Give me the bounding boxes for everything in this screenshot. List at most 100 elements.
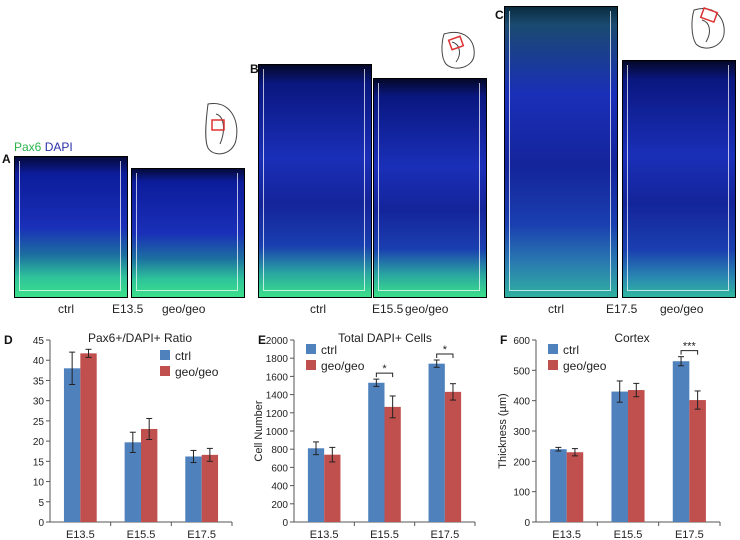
chart-title: Pax6+/DAPI+ Ratio (88, 331, 192, 345)
bar-geo (384, 406, 401, 522)
bar-geo (201, 454, 219, 522)
micrograph-c-geo (622, 60, 736, 298)
y-tick-label: 600 (513, 336, 530, 347)
y-tick-label: 5 (38, 498, 44, 509)
y-tick-label: 35 (33, 376, 45, 387)
chart-e: E Total DAPI+ Cells Cell Number 0 200 400 600 8… (253, 331, 476, 540)
panel-letter-a: A (2, 152, 11, 166)
legend-swatch-geo (306, 360, 316, 370)
bar-ctrl (307, 448, 325, 522)
y-tick-label: 15 (33, 457, 45, 468)
y-tick-label: 0 (282, 518, 288, 529)
y-tick-label: 600 (271, 463, 288, 474)
bar-ctrl (550, 449, 567, 522)
y-tick-label: 200 (513, 457, 530, 468)
caption-c-geo: geo/geo (660, 302, 704, 316)
panel-letter-b: B (250, 62, 259, 76)
legend-swatch-geo (160, 366, 170, 376)
significance-mark: *** (683, 341, 697, 353)
brain-schematic-icon (691, 6, 725, 49)
legend-label-ctrl: ctrl (175, 349, 191, 363)
y-tick-label: 1400 (266, 391, 289, 402)
caption-b-age: E15.5 (372, 302, 404, 316)
y-axis-label: Cell Number (253, 400, 265, 461)
panel-letter-d: D (4, 333, 13, 347)
brain-schematic-icon (205, 103, 238, 155)
y-tick-label: 500 (513, 366, 530, 377)
y-axis-label: Thickness (µm) (497, 393, 509, 468)
panel-letter-f: F (500, 333, 507, 347)
x-tick-label: E15.5 (370, 529, 399, 540)
bar-geo (444, 391, 462, 522)
caption-a-geo: geo/geo (162, 302, 206, 316)
caption-a-ctrl: ctrl (58, 302, 74, 316)
x-tick-label: E13.5 (552, 529, 581, 540)
x-tick-label: E13.5 (310, 529, 339, 540)
brain-schematic-icon (441, 32, 475, 69)
significance-bracket (436, 353, 454, 359)
y-tick-label: 25 (33, 417, 45, 428)
y-tick-label: 400 (271, 482, 288, 493)
micrograph-b-geo (373, 78, 487, 298)
chart-title: Cortex (614, 331, 649, 345)
chart-f: F Cortex Thickness (µm) 0 100 200 300 400 500 600… (497, 331, 721, 540)
legend-swatch-ctrl (306, 344, 316, 354)
legend-swatch-geo (548, 360, 558, 370)
y-tick-label: 1000 (266, 427, 289, 438)
x-tick-label: E13.5 (66, 529, 95, 540)
y-tick-label: 20 (33, 437, 45, 448)
y-tick-label: 100 (513, 488, 530, 499)
stain-label: Pax6 DAPI (14, 140, 73, 154)
legend-label-geo: geo/geo (321, 359, 365, 373)
y-tick-label: 1600 (266, 372, 289, 383)
y-tick-label: 400 (513, 397, 530, 408)
chart-title: Total DAPI+ Cells (338, 331, 432, 345)
bar-ctrl (124, 442, 141, 522)
caption-a-age: E13.5 (112, 302, 144, 316)
bar-ctrl (63, 368, 81, 522)
significance-mark: * (443, 344, 448, 356)
bar-ctrl (672, 361, 690, 522)
x-tick-label: E15.5 (127, 529, 156, 540)
micrograph-a-geo (131, 168, 245, 298)
bar-geo (689, 400, 706, 522)
y-tick-label: 10 (33, 478, 45, 489)
legend-label-geo: geo/geo (563, 359, 607, 373)
panel-letter-e: E (258, 333, 266, 347)
y-tick-label: 45 (33, 336, 45, 347)
x-tick-label: E17.5 (675, 529, 704, 540)
panel-letter-c: C (495, 8, 504, 22)
x-tick-label: E17.5 (430, 529, 459, 540)
y-tick-label: 800 (271, 445, 288, 456)
legend-label-geo: geo/geo (175, 365, 219, 379)
bar-ctrl (428, 363, 445, 522)
y-tick-label: 0 (524, 518, 530, 529)
bar-ctrl (185, 456, 202, 522)
caption-c-age: E17.5 (606, 302, 638, 316)
bar-geo (628, 390, 645, 522)
caption-b-ctrl: ctrl (310, 302, 326, 316)
bar-ctrl (368, 382, 385, 522)
legend-swatch-ctrl (548, 344, 558, 354)
x-tick-label: E15.5 (614, 529, 643, 540)
y-tick-label: 1200 (266, 409, 289, 420)
y-tick-label: 0 (38, 518, 44, 529)
bar-ctrl (611, 391, 628, 522)
y-tick-label: 200 (271, 500, 288, 511)
micrograph-a-ctrl (14, 156, 128, 298)
legend-swatch-ctrl (160, 350, 170, 360)
y-tick-label: 1800 (266, 354, 289, 365)
micrograph-c-ctrl (504, 6, 618, 298)
y-tick-label: 300 (513, 427, 530, 438)
y-tick-label: 30 (33, 397, 45, 408)
bar-geo (141, 428, 158, 522)
bar-geo (566, 452, 584, 522)
charts-svg: D Pax6+/DAPI+ Ratio 0 5 10 15 20 25 30 35 40 45 E13.… (4, 331, 721, 540)
caption-c-ctrl: ctrl (548, 302, 564, 316)
legend-label-ctrl: ctrl (321, 343, 337, 357)
significance-mark: * (382, 363, 387, 375)
bar-geo (80, 353, 97, 522)
legend-label-ctrl: ctrl (563, 343, 579, 357)
y-tick-label: 2000 (266, 336, 289, 347)
x-tick-label: E17.5 (187, 529, 216, 540)
